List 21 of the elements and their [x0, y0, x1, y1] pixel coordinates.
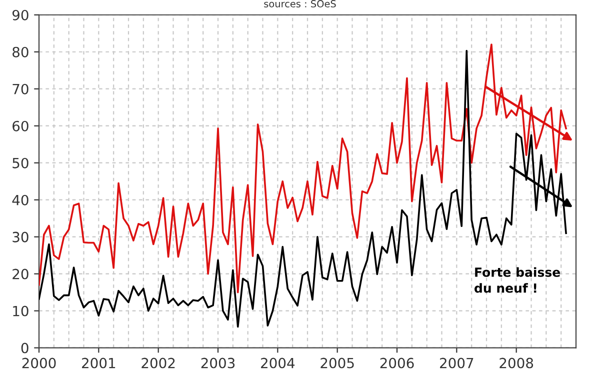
x-tick-label: 2000 [22, 358, 56, 368]
y-tick-label: 10 [13, 306, 28, 316]
x-tick-label: 2003 [201, 358, 235, 368]
x-tick-label: 2008 [500, 358, 534, 368]
x-tick-label: 2002 [142, 358, 175, 368]
x-tick-label: 2005 [320, 358, 354, 368]
x-tick-label: 2007 [440, 358, 474, 368]
source-note: sources : SOeS [264, 0, 336, 8]
x-tick-label: 2006 [380, 358, 414, 368]
y-tick-label: 30 [12, 232, 28, 242]
y-tick-label: 40 [12, 194, 28, 206]
y-tick-label: 0 [21, 342, 28, 354]
annotation: Forte baisse du neuf ! [474, 267, 560, 293]
x-tick-label: 2001 [82, 358, 116, 368]
y-tick-label: 70 [12, 84, 28, 94]
y-tick-label: 80 [12, 46, 28, 58]
y-tick-label: 50 [12, 158, 28, 168]
x-tick-label: 2004 [261, 358, 295, 368]
y-tick-label: 60 [12, 120, 28, 132]
y-tick-label: 90 [12, 10, 28, 20]
y-tick-label: 20 [12, 268, 28, 280]
